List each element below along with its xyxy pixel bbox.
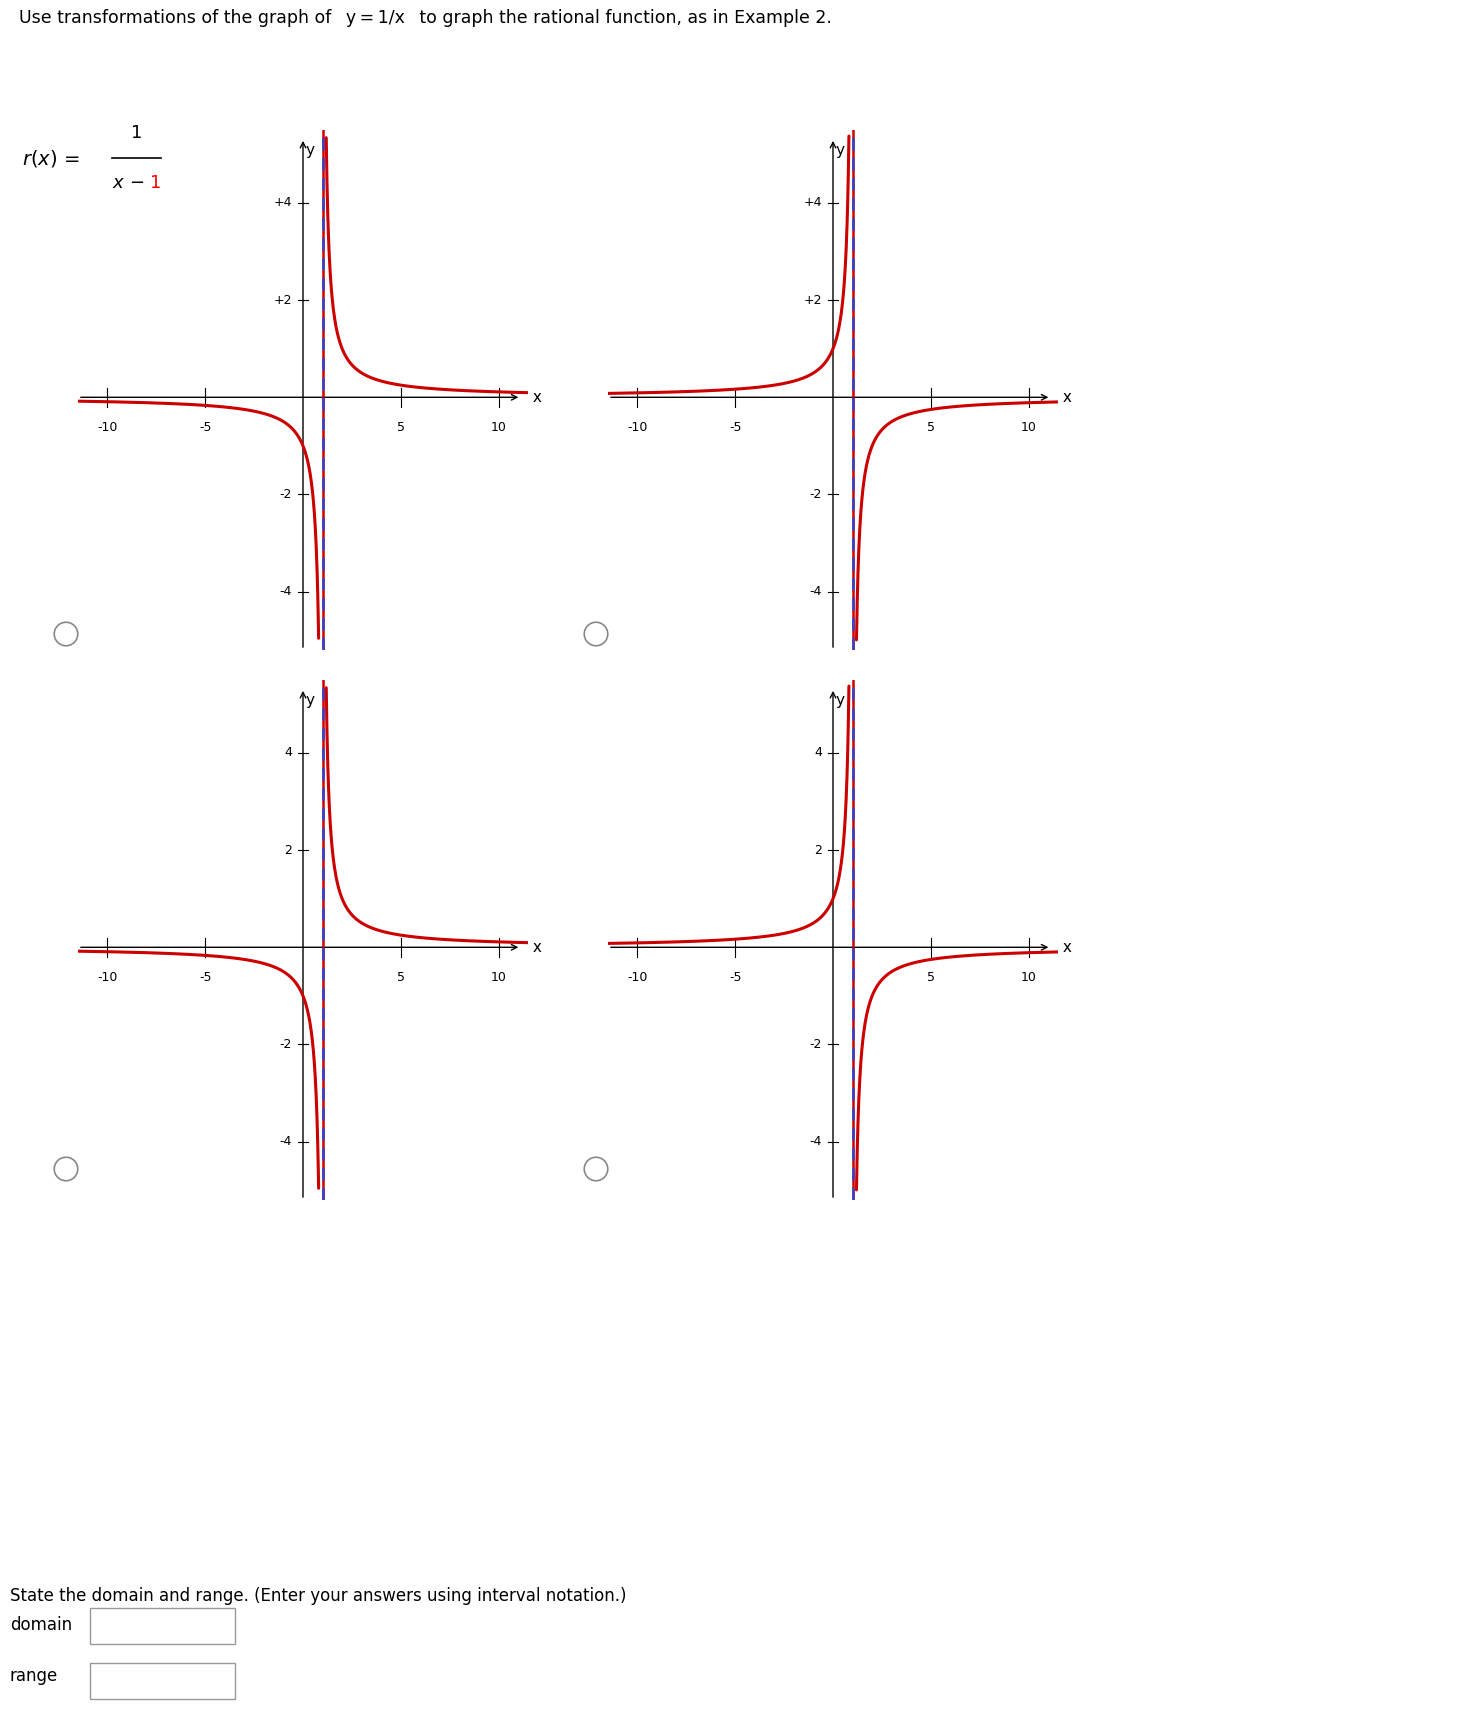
Text: y: y [836,144,845,159]
Text: x: x [527,940,542,955]
Text: 5: 5 [397,421,405,433]
Text: $r(x)\,=\,$: $r(x)\,=\,$ [22,147,81,169]
Text: 5: 5 [397,971,405,984]
Text: 2: 2 [814,844,823,856]
Text: 2: 2 [285,844,292,856]
Text: -4: -4 [279,1135,292,1149]
Text: -10: -10 [627,971,648,984]
Text: -5: -5 [729,421,742,433]
Text: 5: 5 [927,421,934,433]
Text: 10: 10 [1021,421,1037,433]
Text: 4: 4 [814,746,823,760]
Text: -5: -5 [198,421,212,433]
Text: 4: 4 [285,746,292,760]
Text: +4: +4 [273,197,292,209]
Text: -2: -2 [279,488,292,502]
Text: x: x [1058,940,1072,955]
Text: 10: 10 [491,421,507,433]
Text: -4: -4 [809,1135,823,1149]
Text: range: range [10,1667,59,1685]
Text: domain: domain [10,1616,72,1633]
Text: 10: 10 [1021,971,1037,984]
Text: -10: -10 [97,971,118,984]
Bar [90,1664,235,1698]
Text: -10: -10 [627,421,648,433]
Text: Use transformations of the graph of   y = 1/x   to graph the rational function, : Use transformations of the graph of y = … [19,9,831,27]
Text: 1: 1 [131,125,142,142]
Text: -5: -5 [198,971,212,984]
Text: -4: -4 [279,586,292,597]
Text: y: y [306,144,314,159]
Text: 1: 1 [150,175,162,192]
Text: y: y [836,693,845,709]
Text: -5: -5 [729,971,742,984]
Text: 5: 5 [927,971,934,984]
Text: +2: +2 [804,293,823,306]
Text: -4: -4 [809,586,823,597]
Text: -2: -2 [279,1037,292,1051]
Text: y: y [306,693,314,709]
Text: x: x [1058,390,1072,404]
Text: -2: -2 [809,1037,823,1051]
Text: x: x [527,390,542,404]
Text: +4: +4 [804,197,823,209]
Text: -2: -2 [809,488,823,502]
Text: 10: 10 [491,971,507,984]
Text: State the domain and range. (Enter your answers using interval notation.): State the domain and range. (Enter your … [10,1587,626,1606]
Text: $x\,-\,$: $x\,-\,$ [112,175,145,192]
Text: +2: +2 [273,293,292,306]
Text: -10: -10 [97,421,118,433]
Bar [90,1608,235,1644]
